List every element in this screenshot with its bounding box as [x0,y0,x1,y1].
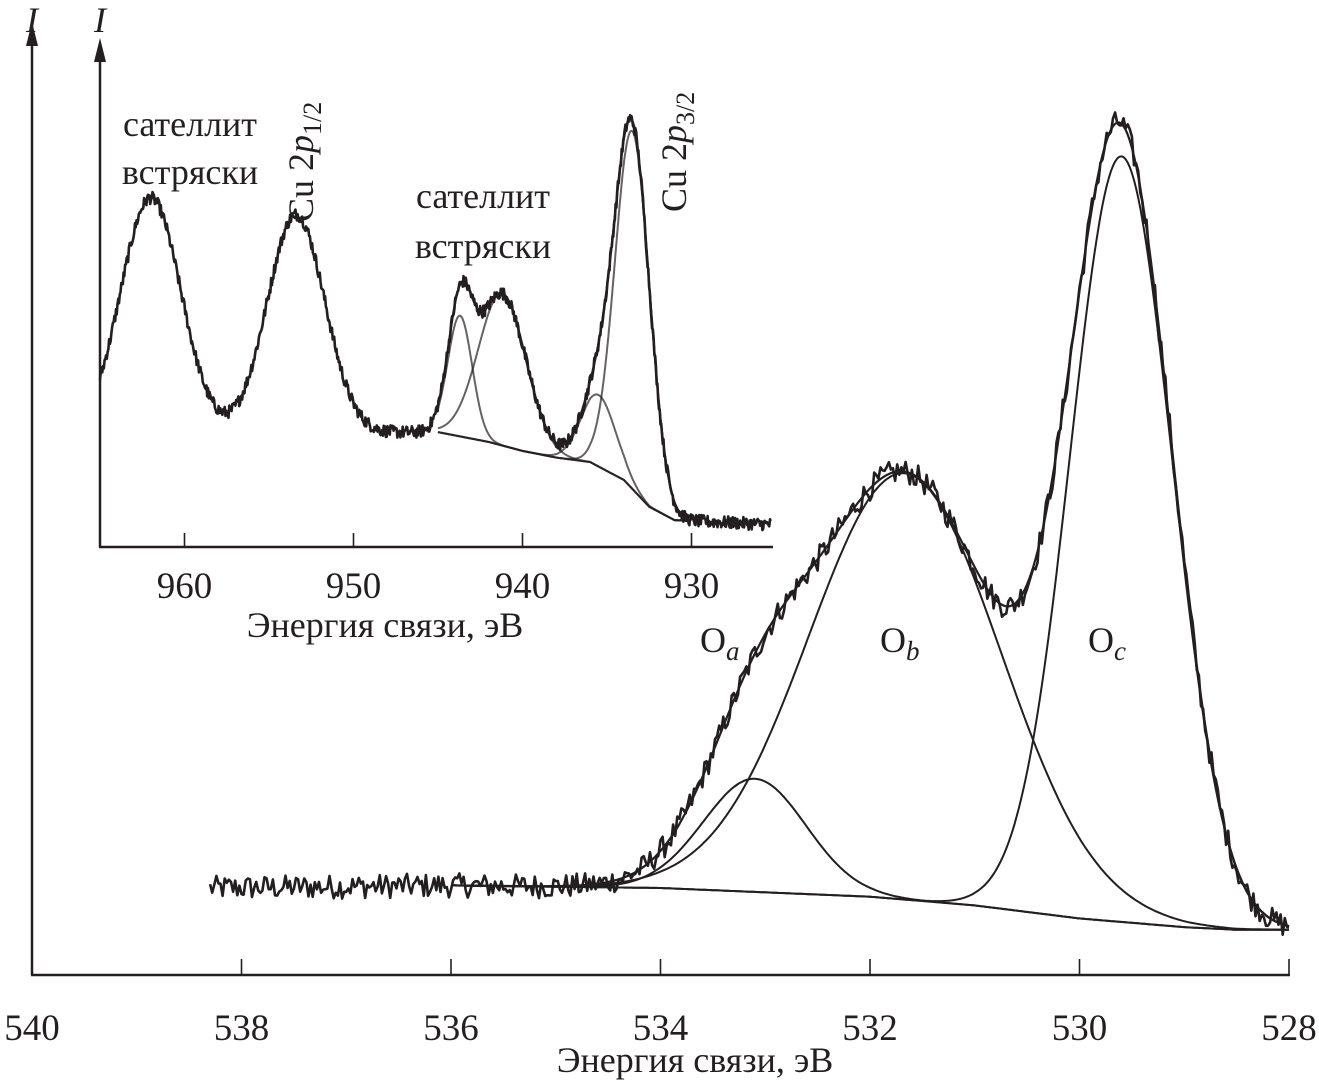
inset-x-label: Энергия связи, эВ [247,605,524,645]
oa-label: Oa [700,620,740,666]
svg-text:встряски: встряски [122,152,258,192]
x-tick-label: 532 [842,1008,898,1049]
main-y-arrow-icon [26,22,38,46]
x-tick-label: 530 [1052,1008,1108,1049]
svg-text:встряски: встряски [415,226,551,266]
inset-y-arrow-icon [94,38,106,62]
x-tick-label: 940 [495,566,551,607]
fit-envelope [451,121,1290,928]
x-tick-label: 960 [157,566,213,607]
ob-label: Ob [880,620,920,666]
svg-text:сателлит: сателлит [123,104,257,144]
background-line [451,884,1289,931]
x-tick-label: 536 [423,1008,479,1049]
oc-label: Oc [1088,620,1126,666]
inset-y-label: I [93,0,108,40]
main-curves [208,111,1290,936]
x-tick-label: 534 [633,1008,689,1049]
cu-2p12-label: Cu 2p1/2 [281,102,327,222]
main-y-label: I [25,0,40,40]
main-axes: I Энергия связи, эВ 540 538 536 534 532 530 52… [4,0,1317,1080]
inset-curves [98,113,772,532]
main-x-label: Энергия связи, эВ [557,1040,834,1080]
inset-axes: I Энергия связи, эВ 960 950 940 930 [93,0,773,645]
fit-component [437,314,684,522]
fit-component [437,292,684,522]
satellite-label-2: сателлит встряски [415,176,551,266]
fit-component [451,472,1289,931]
x-tick-label: 528 [1261,1008,1317,1049]
x-tick-label: 950 [326,566,382,607]
x-tick-label: 930 [664,566,720,607]
x-tick-label: 540 [4,1008,60,1049]
fit-component [451,155,1290,928]
svg-text:сателлит: сателлит [416,176,550,216]
x-tick-label: 538 [214,1008,270,1049]
fit-envelope [436,117,684,517]
satellite-label-1: сателлит встряски [122,104,258,192]
cu-2p32-label: Cu 2p3/2 [654,92,700,212]
fit-component [451,777,1289,931]
